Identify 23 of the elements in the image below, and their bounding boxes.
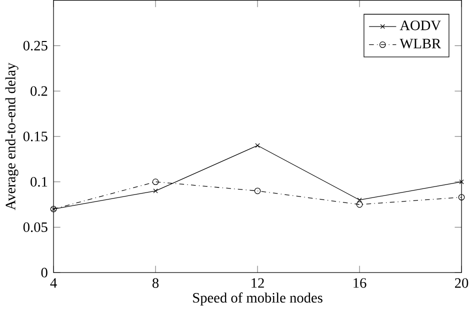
- y-tick-label: 0.15: [23, 132, 48, 142]
- y-tick-label: 0.1: [30, 177, 48, 187]
- x-axis-title: Speed of mobile nodes: [193, 292, 322, 306]
- y-tick-label: 0.05: [23, 222, 48, 232]
- legend-label: AODV: [400, 20, 441, 30]
- point: [152, 178, 159, 186]
- x-tick-label: 12: [252, 278, 264, 288]
- y-tick-label: 0: [41, 268, 48, 278]
- point: [153, 188, 158, 194]
- point: [458, 194, 465, 201]
- point: [357, 198, 362, 202]
- point: [254, 188, 261, 194]
- x-tick-label: 4: [50, 278, 57, 288]
- point: [255, 143, 260, 148]
- y-axis-title: Average end-to-end delay: [5, 62, 18, 210]
- legend-label: WLBR: [400, 38, 442, 48]
- y-tick-label: 0.25: [23, 40, 48, 51]
- y-tick-label: 0.2: [30, 86, 48, 96]
- x-tick-label: 8: [152, 278, 159, 288]
- point: [459, 180, 464, 184]
- x-tick-label: 16: [354, 278, 366, 288]
- point: [356, 201, 363, 208]
- x-tick-label: 20: [455, 278, 468, 288]
